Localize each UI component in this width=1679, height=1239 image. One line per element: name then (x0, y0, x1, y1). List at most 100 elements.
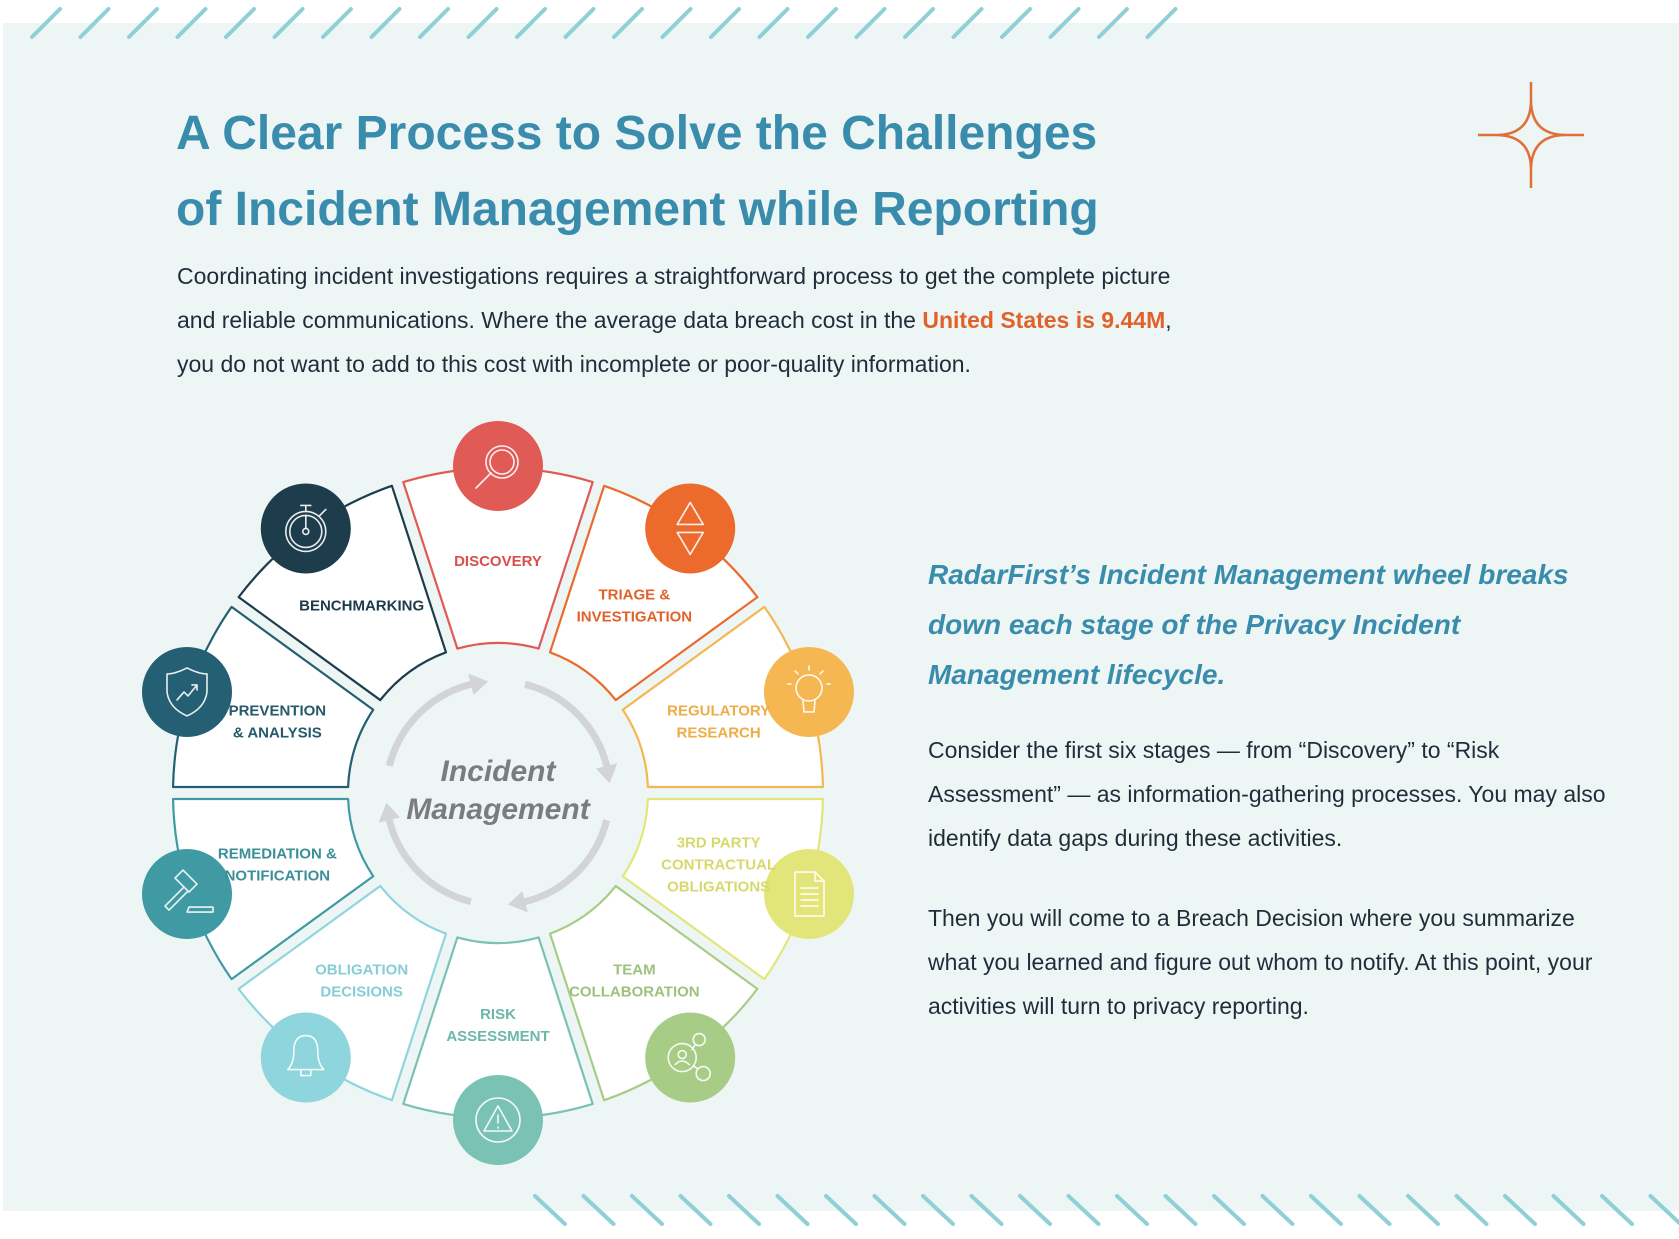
stage-segment (402, 466, 594, 650)
bottom-stripe (1018, 1194, 1052, 1226)
stage-icon-circle (645, 1012, 736, 1103)
stage-segment (621, 797, 825, 981)
bottom-stripe (1309, 1194, 1343, 1226)
bottom-stripe (533, 1194, 567, 1226)
stage-icon-circle (260, 1012, 351, 1103)
stage-segment (171, 605, 375, 789)
stage-segment (237, 484, 448, 702)
title-line-1: A Clear Process to Solve the Challenges (176, 107, 1098, 160)
top-stripe (709, 7, 741, 39)
bottom-stripe (969, 1194, 1004, 1226)
stage-prevention-analysis: PREVENTION & ANALYSIS (142, 605, 375, 789)
bottom-stripe (1212, 1194, 1246, 1226)
bottom-stripe (1503, 1194, 1537, 1226)
stage-segment (402, 936, 594, 1120)
bottom-stripe (630, 1194, 664, 1226)
arrowhead-icon (378, 802, 401, 823)
top-stripe (757, 7, 790, 39)
top-stripe (515, 7, 547, 39)
stage-discovery: DISCOVERY (402, 421, 594, 650)
stage-icon-circle (645, 483, 736, 574)
stage-remediation-notification: REMEDIATION & NOTIFICATION (142, 797, 375, 981)
top-stripe (1145, 7, 1178, 39)
top-stripe (272, 7, 305, 39)
stage-label: PREVENTION & ANALYSIS (229, 702, 327, 741)
top-stripe (854, 7, 887, 39)
stage-team-collaboration: TEAM COLLABORATION (548, 884, 759, 1103)
lightbulb-icon (787, 665, 831, 713)
stage-label-line: & ANALYSIS (233, 724, 322, 741)
top-stripe (1048, 7, 1081, 39)
sparkle-star-icon (1478, 82, 1584, 188)
stage-label-line: RISK (480, 1006, 516, 1023)
stage-label-line: TRIAGE & (599, 586, 671, 603)
bottom-stripe (1648, 1194, 1679, 1226)
stage-segment (237, 884, 448, 1102)
top-stripe (369, 7, 402, 39)
intro-paragraph: Coordinating incident investigations req… (177, 254, 1207, 386)
cycle-arrow (384, 813, 472, 906)
page-title: A Clear Process to Solve the Challenges … (176, 96, 1099, 248)
cycle-arrow (518, 819, 611, 907)
stage-label-line: COLLABORATION (569, 984, 700, 1001)
stage-label-line: OBLIGATIONS (667, 879, 770, 896)
top-stripe (466, 7, 499, 39)
top-stripe (951, 7, 984, 39)
document-icon (794, 871, 825, 917)
stage-segment (171, 797, 375, 981)
intro-text-2: , you do not want to add to this cost wi… (177, 307, 1172, 377)
top-stripe (175, 7, 208, 39)
stage-label-line: TEAM (613, 962, 656, 979)
stage-label: BENCHMARKING (299, 597, 424, 614)
stage-label: 3RD PARTY CONTRACTUAL OBLIGATIONS (661, 835, 776, 896)
stage-label: TEAM COLLABORATION (569, 962, 700, 1001)
title-line-2: of Incident Management while Reporting (176, 183, 1099, 236)
breach-decision-paragraph: Then you will come to a Breach Decision … (928, 905, 1593, 1019)
warning-icon (475, 1097, 521, 1143)
arrowhead-icon (468, 673, 489, 696)
top-stripe (806, 7, 838, 39)
stage-label-line: PREVENTION (229, 702, 327, 719)
center-title-line: Management (406, 793, 591, 826)
bottom-stripe (1551, 1194, 1586, 1226)
stage-label-line: CONTRACTUAL (661, 857, 776, 874)
stage-segment (621, 605, 825, 789)
stage-benchmarking: BENCHMARKING (237, 483, 448, 702)
top-stripe (321, 7, 353, 39)
stage-icon-circle (142, 646, 233, 737)
people-network-icon (667, 1032, 712, 1082)
bottom-stripe (1115, 1194, 1149, 1226)
magnifier-icon (475, 445, 519, 489)
shield-chart-icon (166, 667, 208, 717)
top-stripe (224, 7, 256, 39)
stage-3rd-party-contractual-obligations: 3RD PARTY CONTRACTUAL OBLIGATIONS (621, 797, 854, 981)
stage-label: OBLIGATION DECISIONS (315, 962, 408, 1001)
bottom-stripe (1454, 1194, 1489, 1226)
stage-label: TRIAGE & INVESTIGATION (577, 586, 693, 625)
stage-label-line: ASSESSMENT (446, 1028, 549, 1045)
bell-icon (286, 1034, 325, 1077)
stage-label-line: BENCHMARKING (299, 597, 424, 614)
top-stripe (612, 7, 644, 39)
bottom-stripe (727, 1194, 761, 1226)
bottom-stripe (775, 1194, 810, 1226)
stage-label-line: REGULATORY (667, 702, 770, 719)
bottom-stripe (1163, 1194, 1198, 1226)
stage-label-line: RESEARCH (677, 724, 761, 741)
bottom-stripe (678, 1194, 713, 1226)
stage-icon-circle (763, 646, 854, 737)
stage-label: RISK ASSESSMENT (446, 1006, 549, 1045)
bottom-stripe (1406, 1194, 1440, 1226)
top-stripe (127, 7, 159, 39)
stage-label: REMEDIATION & NOTIFICATION (218, 846, 337, 885)
top-stripe (78, 7, 111, 39)
cost-highlight: United States is 9.44M (922, 307, 1166, 333)
top-stripe (418, 7, 450, 39)
stage-label-line: DECISIONS (320, 984, 403, 1001)
stage-label: DISCOVERY (454, 553, 542, 570)
stage-icon-circle (142, 849, 233, 940)
stage-label-line: OBLIGATION (315, 962, 408, 979)
stage-regulatory-research: REGULATORY RESEARCH (621, 605, 854, 789)
